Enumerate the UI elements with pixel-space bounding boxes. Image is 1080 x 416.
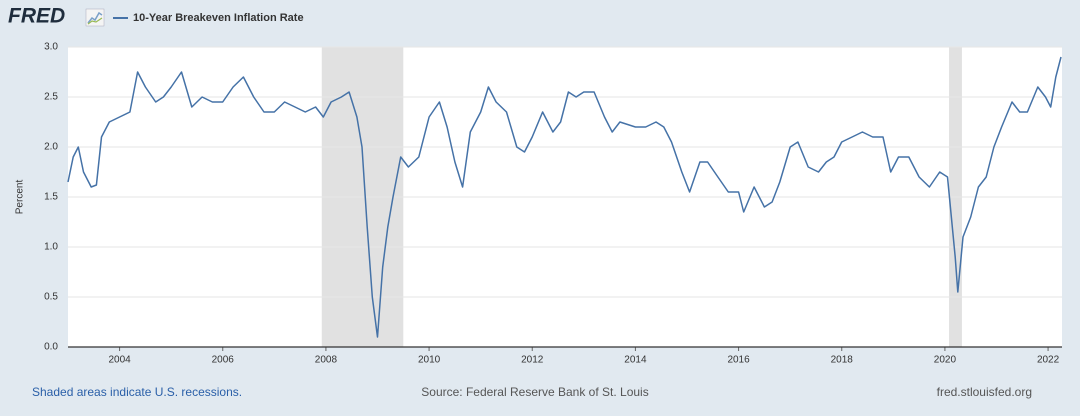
x-tick-label: 2010: [418, 355, 441, 366]
logo-icon: [85, 8, 105, 27]
x-tick-label: 2012: [521, 355, 544, 366]
x-tick-label: 2020: [934, 355, 957, 366]
y-tick-label: 2.0: [44, 142, 58, 153]
y-tick-label: 0.5: [44, 292, 58, 303]
y-axis-label: Percent: [15, 180, 26, 215]
y-tick-label: 1.0: [44, 242, 58, 253]
x-tick-label: 2006: [212, 355, 235, 366]
x-tick-label: 2022: [1037, 355, 1060, 366]
x-tick-label: 2014: [624, 355, 647, 366]
footer-site: fred.stlouisfed.org: [937, 385, 1032, 399]
x-tick-label: 2008: [315, 355, 338, 366]
y-tick-label: 3.0: [44, 42, 58, 53]
legend-label: 10-Year Breakeven Inflation Rate: [133, 12, 304, 24]
footer-note: Shaded areas indicate U.S. recessions.: [32, 385, 242, 399]
y-tick-label: 1.5: [44, 192, 58, 203]
x-tick-label: 2016: [727, 355, 750, 366]
logo: FRED: [8, 5, 65, 28]
footer-source: Source: Federal Reserve Bank of St. Loui…: [421, 385, 648, 399]
y-tick-label: 0.0: [44, 342, 58, 353]
series-line: [67, 56, 1062, 338]
y-tick-label: 2.5: [44, 92, 58, 103]
x-tick-label: 2004: [108, 355, 131, 366]
x-tick-label: 2018: [831, 355, 854, 366]
